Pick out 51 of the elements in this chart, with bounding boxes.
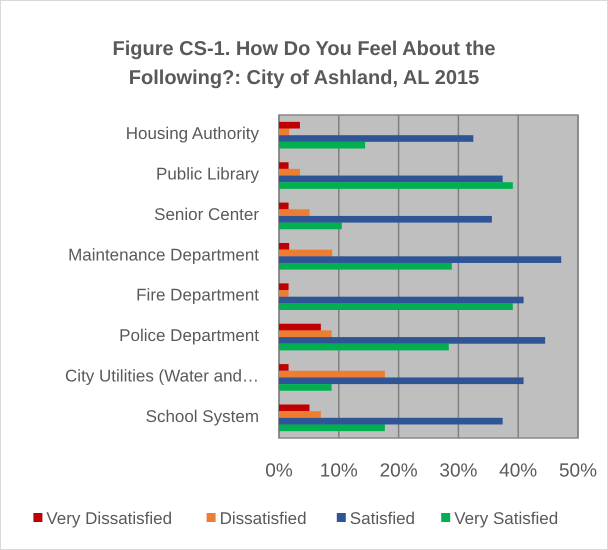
bar: [279, 377, 524, 384]
bar: [279, 330, 332, 338]
bar: [279, 424, 385, 432]
x-tick-label: 50%: [558, 460, 598, 482]
y-tick-label: Fire Department: [136, 286, 260, 305]
x-tick-label: 30%: [439, 460, 478, 482]
x-tick-label: 10%: [320, 460, 358, 482]
bar: [279, 262, 452, 270]
bar: [279, 303, 513, 310]
bar: [279, 162, 289, 169]
bar: [279, 290, 289, 297]
bar: [279, 370, 385, 378]
y-tick-label: Housing Authority: [126, 124, 260, 144]
bar: [279, 209, 310, 216]
bar: [279, 404, 310, 412]
y-tick-label: Police Department: [119, 326, 260, 346]
y-tick-label: Public Library: [156, 164, 260, 184]
bar: [279, 128, 290, 136]
bar: [279, 337, 546, 344]
bar: [279, 296, 524, 304]
bar: [279, 283, 289, 290]
legend-label: Dissatisfied: [220, 508, 307, 528]
x-tick-label: 20%: [380, 460, 418, 482]
y-tick-label: City Utilities (Water and…: [65, 366, 259, 386]
bar: [279, 142, 366, 149]
bar: [279, 202, 289, 210]
bar: [279, 122, 300, 129]
bar: [279, 418, 503, 424]
y-tick-label: Maintenance Department: [68, 245, 260, 264]
bar: [279, 216, 492, 223]
chart-title: Figure CS-1. How Do You Feel About the Following?: City of Ashland, AL 2015: [112, 38, 496, 89]
bar: [279, 384, 332, 391]
bar: [279, 176, 503, 182]
bar: [279, 364, 289, 371]
bar: [279, 324, 321, 330]
legend-label: Very Satisfied: [454, 508, 558, 528]
legend-label: Satisfied: [350, 508, 416, 528]
bar: [279, 411, 321, 418]
x-tick-label: 0%: [265, 460, 293, 482]
bar: [279, 222, 342, 230]
bar: [279, 168, 300, 176]
bar: [279, 250, 332, 256]
bar: [279, 242, 290, 250]
bar: [279, 344, 449, 350]
bar: [279, 182, 513, 189]
bar: [279, 256, 562, 263]
x-tick-label: 40%: [499, 460, 538, 482]
y-tick-label: School System: [146, 406, 259, 426]
y-tick-label: Senior Center: [154, 204, 260, 224]
legend-label: Very Dissatisfied: [46, 508, 172, 528]
bar: [279, 135, 474, 142]
